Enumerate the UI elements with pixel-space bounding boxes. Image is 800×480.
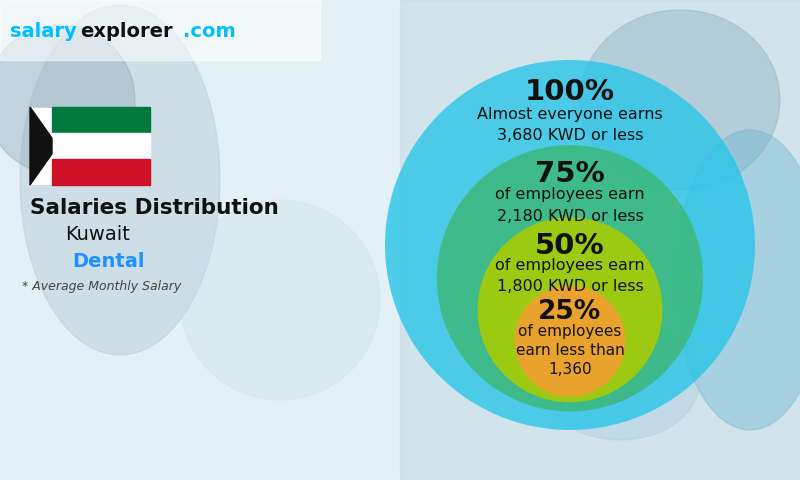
Ellipse shape [540, 320, 700, 440]
Ellipse shape [20, 5, 220, 355]
Bar [30, 107, 150, 185]
Bar [0, 0, 400, 480]
Bar [52, 159, 150, 185]
Text: 100%: 100% [525, 79, 615, 107]
Ellipse shape [675, 130, 800, 430]
Text: Almost everyone earns: Almost everyone earns [477, 107, 663, 121]
Bar [52, 107, 150, 133]
Text: explorer: explorer [80, 22, 173, 41]
Polygon shape [30, 107, 52, 185]
Text: earn less than: earn less than [516, 343, 624, 358]
Text: 50%: 50% [535, 232, 605, 260]
Ellipse shape [0, 25, 135, 175]
Text: salary: salary [10, 22, 77, 41]
Text: 1,800 KWD or less: 1,800 KWD or less [497, 279, 643, 294]
Ellipse shape [580, 10, 780, 190]
Bar [400, 0, 800, 480]
Text: 25%: 25% [538, 299, 602, 324]
Text: * Average Monthly Salary: * Average Monthly Salary [22, 280, 182, 293]
Text: Dental: Dental [72, 252, 145, 271]
Text: 3,680 KWD or less: 3,680 KWD or less [497, 129, 643, 144]
Bar [0, 0, 320, 60]
Text: of employees: of employees [518, 324, 622, 339]
Text: Salaries Distribution: Salaries Distribution [30, 198, 278, 218]
Circle shape [437, 145, 703, 411]
Text: of employees earn: of employees earn [495, 258, 645, 273]
Text: 75%: 75% [535, 160, 605, 188]
Text: of employees earn: of employees earn [495, 187, 645, 202]
Circle shape [385, 60, 755, 430]
Text: .com: .com [183, 22, 236, 41]
Text: 2,180 KWD or less: 2,180 KWD or less [497, 209, 643, 224]
Circle shape [478, 217, 662, 402]
Ellipse shape [180, 200, 380, 400]
Bar [52, 133, 150, 159]
Circle shape [514, 286, 626, 396]
Text: 1,360: 1,360 [548, 361, 592, 377]
Text: Kuwait: Kuwait [65, 225, 130, 244]
